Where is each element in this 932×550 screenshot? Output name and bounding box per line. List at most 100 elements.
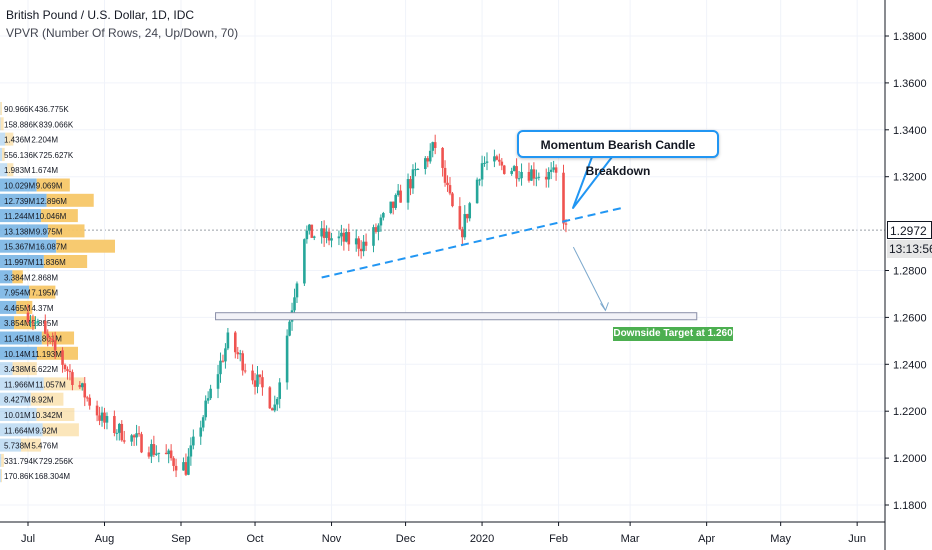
candle-body: [357, 238, 360, 249]
candle-body: [120, 423, 124, 441]
time-tick-label: Apr: [698, 533, 715, 545]
candle-body: [164, 452, 168, 455]
candle: [382, 211, 385, 221]
candle: [424, 156, 427, 175]
vp-up-bar: [0, 224, 49, 238]
candle: [305, 225, 309, 244]
volume-profile-row: 5.738M 5.476M: [0, 438, 58, 452]
downside-target-label[interactable]: Downside Target at 1.260: [613, 327, 733, 341]
candle: [364, 233, 368, 252]
candle-body: [480, 163, 484, 180]
candle-body: [206, 398, 210, 401]
candle-body: [498, 159, 501, 162]
candle: [379, 214, 383, 232]
candle-body: [192, 436, 195, 446]
candle-body: [305, 230, 309, 240]
candle: [48, 336, 52, 344]
candle: [150, 439, 153, 464]
time-tick-label: Nov: [322, 533, 342, 545]
candle-body: [118, 423, 121, 433]
candle: [396, 184, 400, 197]
time-tick-label: Oct: [246, 533, 263, 545]
candle-body: [458, 206, 462, 230]
candle: [562, 164, 565, 230]
volume-profile-row: 10.14M 11.193M: [0, 346, 78, 360]
vp-row-label: 170.86K 168.304M: [4, 472, 70, 481]
candle: [327, 227, 331, 246]
candle-body: [253, 380, 257, 387]
vp-down-bar: [1, 469, 2, 483]
vp-row-label: 11.997M 11.836M: [4, 258, 66, 267]
volume-profile-row: 170.86K 168.304M: [0, 469, 70, 483]
candle-body: [312, 236, 316, 238]
volume-profile-row: 3.384M 2.868M: [0, 270, 58, 284]
candle: [374, 223, 378, 234]
candle-body: [275, 398, 279, 405]
vp-up-bar: [0, 469, 2, 483]
candle-body: [554, 167, 558, 173]
callout-bearish-breakdown[interactable]: Momentum Bearish Candle Breakdown: [517, 130, 719, 178]
candle: [431, 141, 435, 158]
vp-down-bar: [0, 102, 2, 115]
vp-row-label: 15.367M 16.087M: [4, 243, 67, 252]
vp-up-bar: [0, 300, 17, 314]
candle: [243, 363, 247, 374]
candle-body: [147, 452, 151, 457]
time-tick-label: Mar: [621, 533, 640, 545]
candle: [34, 316, 37, 329]
candle: [527, 162, 531, 183]
candle-body: [241, 353, 244, 371]
candle: [51, 332, 54, 347]
candle-body: [520, 171, 523, 179]
candle: [68, 364, 72, 381]
candle-body: [256, 374, 259, 387]
candle: [475, 177, 479, 204]
candle: [293, 288, 296, 316]
candle: [342, 228, 346, 251]
candle-body: [36, 320, 40, 323]
volume-profile-row: 8.427M 8.92M: [0, 392, 64, 406]
candle: [113, 410, 116, 437]
candle-body: [66, 369, 69, 371]
candle: [164, 444, 168, 455]
candle-body: [347, 232, 351, 245]
candle-body: [271, 408, 274, 411]
candle-body: [71, 372, 74, 385]
chart-grid: [0, 0, 885, 522]
candle-body: [258, 374, 262, 378]
candle-body: [475, 179, 479, 204]
price-axis: 1.3800 1.3600 1.3400 1.3200 1.2800 1.2600 1.24…: [884, 0, 927, 550]
candle: [443, 160, 447, 187]
candle: [426, 156, 430, 168]
candle: [416, 168, 420, 171]
candle: [130, 433, 133, 446]
candle: [95, 400, 99, 422]
indicator-legend[interactable]: VPVR (Number Of Rows, 24, Up/Down, 70): [6, 26, 239, 40]
candle: [465, 213, 469, 223]
vp-down-bar: [0, 117, 4, 131]
vp-row-label: 4.465M 4.37M: [4, 304, 54, 313]
candle: [537, 172, 541, 181]
candle: [233, 330, 237, 359]
candle-body: [224, 348, 227, 362]
candle-body: [130, 435, 133, 442]
price-tick-label: 1.2800: [893, 266, 927, 278]
candle-body: [340, 232, 343, 237]
candle: [251, 364, 254, 385]
vp-down-bar: [42, 423, 79, 437]
candle-body: [310, 224, 314, 238]
time-tick-label: Jul: [21, 533, 35, 545]
vp-down-bar: [30, 392, 64, 406]
candle: [63, 363, 67, 372]
vp-down-bar: [46, 193, 94, 207]
candle: [483, 156, 486, 167]
candle-body: [53, 340, 57, 351]
vp-row-label: 7.954M 7.195M: [4, 289, 58, 298]
chart-title: British Pound / U.S. Dollar, 1D, IDC: [6, 8, 195, 22]
candle: [458, 197, 462, 230]
candle: [502, 164, 506, 175]
candle-body: [113, 416, 116, 433]
vp-row-label: 11.966M 11.057M: [4, 380, 66, 389]
vp-up-bar: [0, 362, 13, 376]
